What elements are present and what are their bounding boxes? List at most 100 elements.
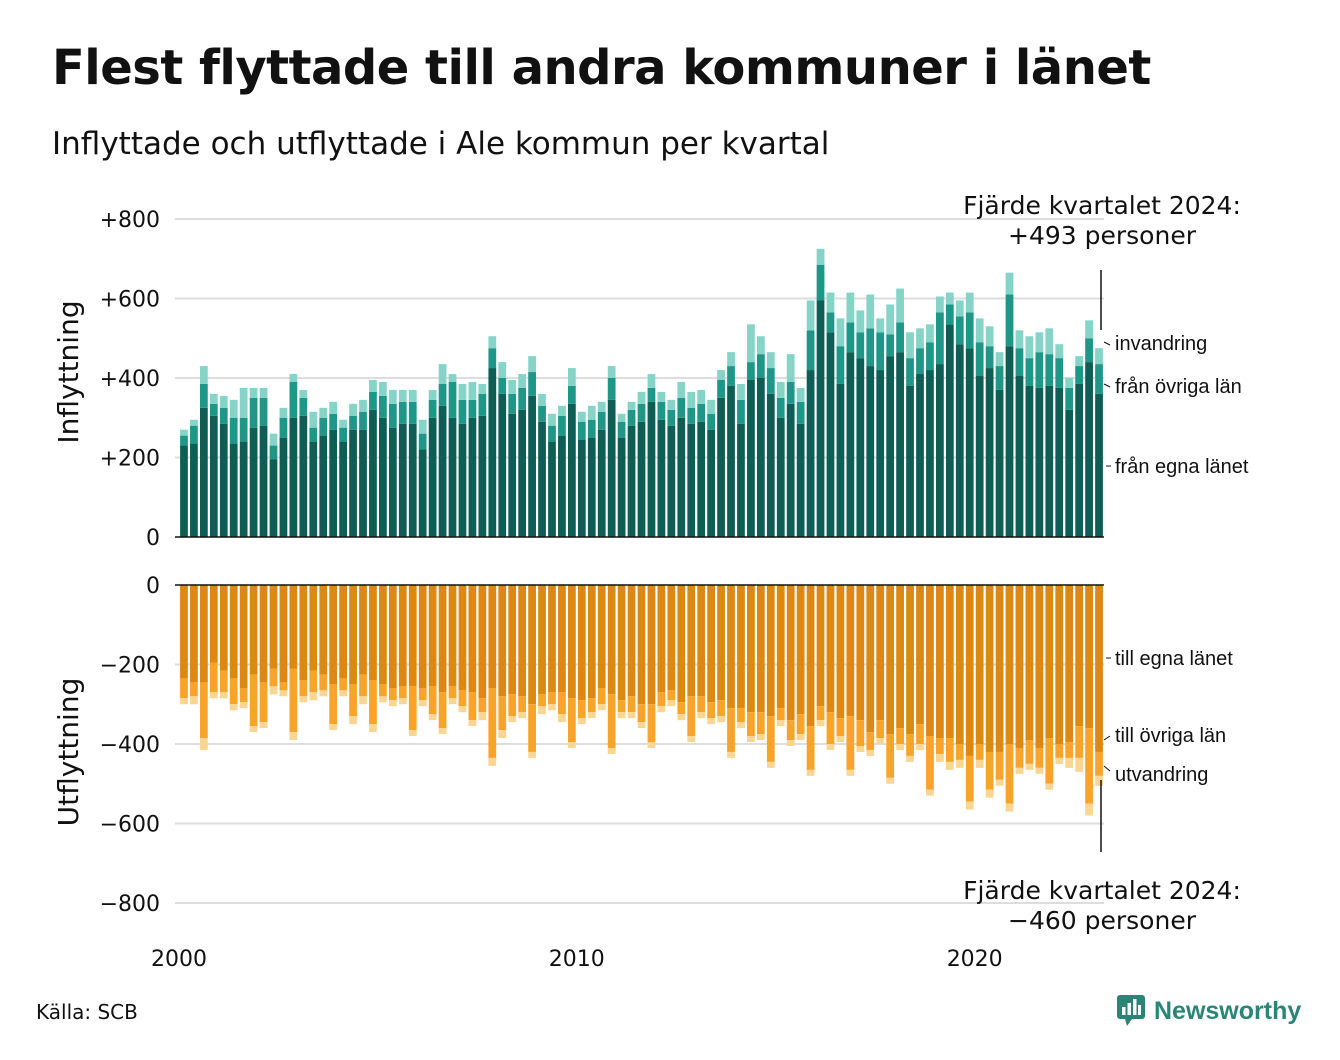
bar-in-1-51 (687, 407, 696, 424)
bar-out-2-41 (587, 712, 596, 719)
bar-in-1-24 (418, 433, 427, 450)
xtick-2: 2020 (947, 947, 1003, 972)
bar-in-1-91 (1085, 338, 1093, 363)
bar-in-0-17 (349, 429, 357, 538)
bar-in-2-73 (906, 332, 914, 359)
bar-in-2-17 (349, 403, 357, 416)
bar-out-0-83 (1005, 585, 1014, 744)
bar-in-0-12 (299, 415, 308, 537)
bar-in-0-45 (627, 425, 636, 537)
legend-connector-till-ovriga-lan (1103, 735, 1111, 741)
bar-in-0-47 (647, 401, 656, 537)
ylabel-inflyttning: Inflyttning (52, 300, 85, 443)
bar-in-1-15 (329, 413, 338, 430)
bar-in-0-77 (945, 324, 954, 537)
bar-in-2-82 (995, 352, 1004, 367)
bar-in-0-29 (468, 417, 477, 537)
bar-in-2-19 (369, 379, 377, 392)
bar-out-2-3 (209, 692, 218, 699)
bar-in-0-61 (786, 403, 795, 537)
bar-out-2-33 (508, 716, 517, 723)
bar-out-2-76 (936, 753, 944, 762)
bar-out-0-28 (458, 585, 467, 691)
bar-in-1-75 (926, 342, 934, 371)
bar-out-1-76 (936, 738, 944, 754)
bar-out-2-66 (836, 736, 845, 743)
bar-out-2-88 (1055, 757, 1064, 764)
bar-out-0-78 (955, 585, 964, 744)
bar-in-2-16 (339, 419, 347, 428)
bar-in-2-64 (816, 248, 825, 265)
legend-till-ovriga-lan: till övriga län (1115, 725, 1226, 747)
bar-in-1-5 (229, 417, 238, 444)
legend-utflyttning: till egna länet till övriga län utvandri… (1103, 648, 1233, 786)
bar-out-0-42 (597, 585, 606, 689)
bar-in-0-71 (886, 356, 895, 537)
bar-out-2-52 (697, 712, 706, 719)
bar-in-2-25 (428, 389, 437, 400)
bar-in-1-0 (180, 435, 188, 446)
bar-in-2-52 (697, 389, 706, 404)
bar-out-0-39 (568, 585, 576, 699)
bar-in-2-29 (468, 381, 477, 400)
bar-in-2-15 (329, 401, 338, 414)
bar-out-0-73 (906, 585, 914, 735)
bar-out-0-89 (1065, 585, 1074, 743)
bar-out-0-1 (190, 585, 198, 683)
bar-in-1-76 (936, 312, 944, 365)
ytick-bottom-3: −600 (100, 813, 160, 838)
bar-in-1-88 (1055, 358, 1064, 388)
bar-out-2-57 (747, 736, 755, 743)
bar-in-0-62 (796, 423, 805, 537)
ytick-bottom-4: −800 (100, 892, 160, 917)
bar-out-0-46 (637, 585, 646, 705)
bar-in-0-20 (379, 417, 387, 537)
bar-out-2-0 (180, 698, 188, 705)
bar-out-0-35 (528, 585, 536, 705)
bar-in-0-90 (1075, 383, 1084, 537)
bar-out-1-66 (836, 718, 845, 737)
bar-out-2-85 (1025, 763, 1034, 770)
legend-invandring: invandring (1115, 333, 1207, 355)
bar-in-2-3 (209, 393, 218, 404)
bar-in-1-80 (975, 342, 984, 377)
bar-out-1-25 (428, 686, 437, 715)
bar-in-2-90 (1075, 356, 1084, 367)
bar-out-0-44 (617, 585, 626, 701)
bar-out-1-63 (806, 726, 815, 770)
bar-in-1-92 (1095, 364, 1103, 394)
ytick-bottom-2: −400 (100, 733, 160, 758)
page-subtitle: Inflyttade och utflyttade i Ale kommun p… (52, 126, 830, 162)
bar-out-2-56 (737, 722, 745, 729)
bar-out-2-51 (687, 736, 696, 743)
bar-out-1-4 (219, 670, 228, 693)
bar-in-0-27 (448, 417, 457, 537)
bar-in-1-1 (190, 425, 198, 444)
bar-in-2-30 (478, 383, 487, 394)
bar-out-1-42 (597, 688, 606, 705)
bar-in-0-41 (587, 437, 596, 538)
inflyttning-bars (175, 248, 1104, 538)
bar-in-1-84 (1015, 348, 1024, 377)
bar-out-2-11 (289, 732, 298, 741)
bar-out-2-75 (926, 789, 934, 796)
bar-out-1-39 (568, 698, 576, 743)
bar-in-2-61 (786, 354, 795, 382)
bar-out-1-41 (587, 698, 596, 713)
bar-out-0-10 (279, 585, 288, 683)
bar-in-2-39 (568, 368, 576, 386)
bar-out-2-38 (558, 714, 566, 723)
bar-out-1-3 (209, 662, 218, 693)
bar-out-2-90 (1075, 757, 1084, 772)
bar-out-0-9 (269, 585, 278, 669)
bar-out-0-66 (836, 585, 845, 719)
bar-in-2-58 (756, 336, 765, 355)
bar-in-1-32 (498, 378, 507, 394)
bar-out-0-71 (886, 585, 895, 735)
bar-in-0-36 (538, 421, 546, 538)
bar-out-2-25 (428, 714, 437, 721)
bar-in-1-70 (876, 332, 885, 371)
bar-out-1-70 (876, 720, 885, 739)
bar-in-2-43 (607, 366, 616, 378)
bar-out-1-14 (319, 674, 328, 691)
